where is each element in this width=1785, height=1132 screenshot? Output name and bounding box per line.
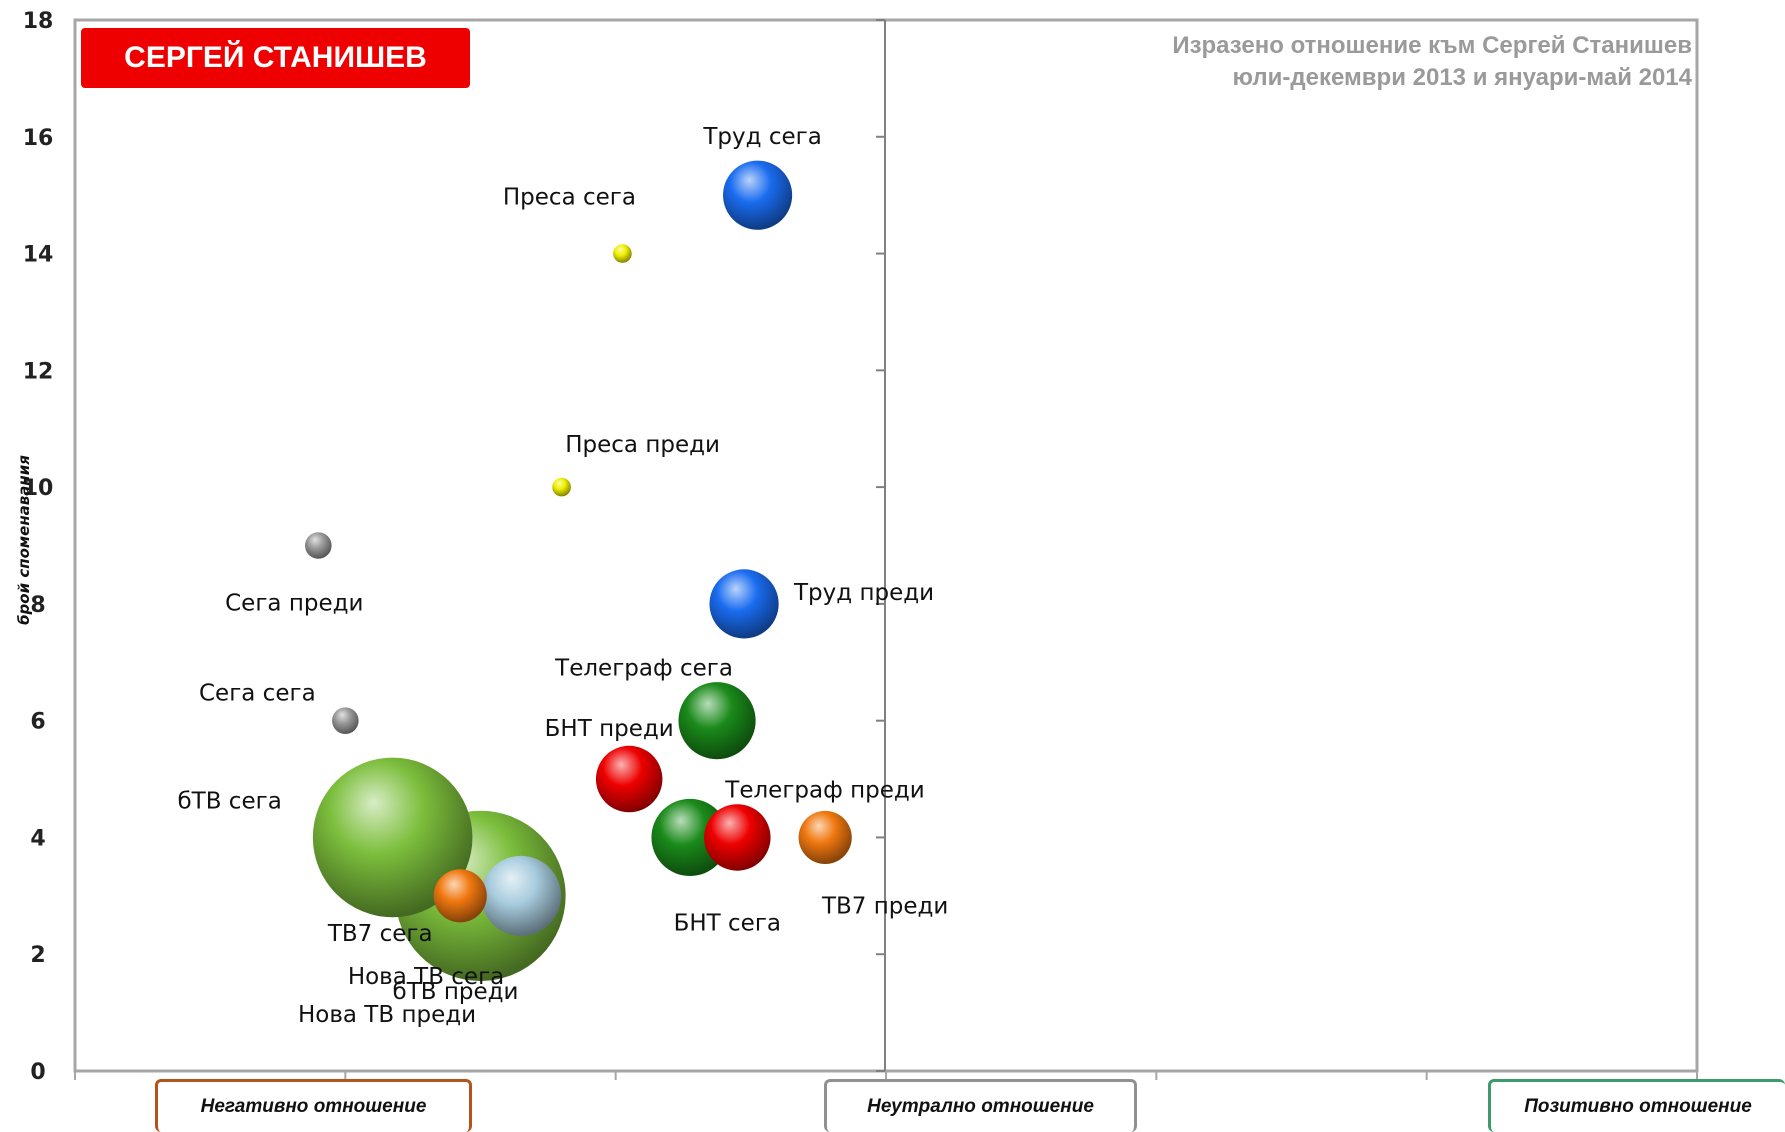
negative-attitude-label: Негативно отношение — [155, 1079, 472, 1132]
subtitle-line-2: юли-декември 2013 и януари-май 2014 — [1232, 64, 1692, 91]
politician-name: СЕРГЕЙ СТАНИШЕВ — [124, 41, 427, 74]
bubble-label: БНТ сега — [674, 910, 781, 936]
bubble-label: Преса сега — [503, 185, 636, 211]
bubble-label: бТВ преди — [393, 979, 519, 1005]
bubble-label: бТВ сега — [177, 788, 281, 814]
subtitle-line-1: Изразено отношение към Сергей Станишев — [1172, 32, 1692, 59]
bubble — [305, 532, 332, 559]
bubble-label: Труд сега — [702, 124, 821, 150]
bubble — [595, 745, 663, 813]
y-tick-label: 8 — [30, 593, 45, 618]
y-tick-label: 6 — [30, 710, 45, 735]
y-axis-label: брой споменавания — [15, 455, 33, 625]
bubbles — [305, 160, 852, 981]
bubble-labels: бТВ преди бТВ сега Нова ТВ преди Нова ТВ се… — [177, 124, 948, 1028]
y-tick-label: 2 — [30, 943, 45, 968]
bubble — [723, 160, 793, 230]
bubble — [552, 477, 571, 497]
y-tick-label: 16 — [23, 126, 54, 151]
neutral-attitude-label: Неутрално отношение — [824, 1079, 1137, 1132]
y-tick-label: 12 — [23, 359, 54, 384]
bubble — [678, 682, 756, 760]
bubble — [651, 798, 729, 877]
bubble — [332, 707, 359, 734]
bubble — [709, 569, 779, 639]
bubble — [481, 855, 561, 936]
bubble-label: ТВ7 преди — [821, 893, 948, 919]
bubble — [704, 804, 771, 871]
bubble-label: ТВ7 сега — [327, 921, 433, 947]
bubble-label: Нова ТВ сега — [348, 964, 504, 990]
bubble-label: Нова ТВ преди — [298, 1002, 476, 1028]
bubble-label: БНТ преди — [545, 716, 674, 742]
politician-name-badge: СЕРГЕЙ СТАНИШЕВ — [81, 28, 470, 88]
y-tick-label: 0 — [30, 1060, 45, 1085]
bubble — [613, 244, 632, 263]
bubble — [312, 757, 473, 918]
bubble-label: Телеграф сега — [554, 656, 733, 682]
y-tick-label: 18 — [23, 9, 54, 34]
bubble-label: Телеграф преди — [724, 777, 924, 803]
y-axis-tick-labels: 0 2 4 6 8 10 12 14 16 18 — [23, 9, 54, 1085]
y-tick-label: 14 — [23, 243, 54, 268]
y-tick-label: 4 — [30, 826, 45, 851]
chart-subtitle: Изразено отношение към Сергей Станишев ю… — [1172, 30, 1692, 94]
bubble — [798, 810, 852, 865]
bubble-label: Сега преди — [225, 591, 363, 617]
bubble-label: Труд преди — [793, 580, 934, 606]
bubble — [433, 869, 487, 923]
bubble-label: Преса преди — [565, 432, 720, 458]
x-axis-ticks — [74, 1071, 1698, 1080]
positive-attitude-label: Позитивно отношение — [1488, 1079, 1785, 1132]
y-axis-ticks — [876, 19, 885, 1072]
y-tick-label: 10 — [23, 476, 54, 501]
bubble-label: Сега сега — [199, 681, 316, 707]
